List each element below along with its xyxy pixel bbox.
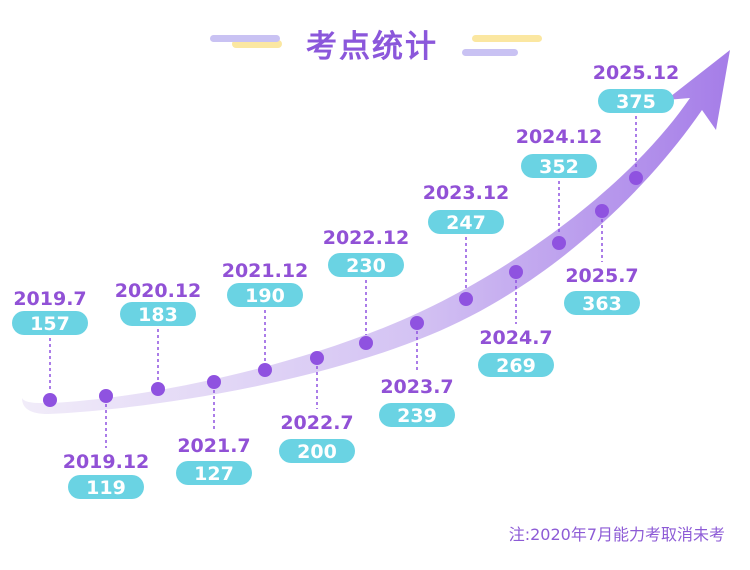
value-label: 239 xyxy=(397,405,437,427)
value-label: 352 xyxy=(539,156,579,178)
value-label: 375 xyxy=(616,91,656,113)
date-label: 2023.7 xyxy=(380,376,453,398)
value-label: 363 xyxy=(582,293,622,315)
value-badge xyxy=(328,253,404,277)
growth-curve xyxy=(22,50,730,414)
chart-title: 考点统计 xyxy=(306,29,438,65)
value-badge xyxy=(478,353,554,377)
data-point xyxy=(359,336,373,350)
data-point xyxy=(629,171,643,185)
date-label: 2019.7 xyxy=(13,288,86,310)
chart-note: 注:2020年7月能力考取消未考 xyxy=(509,525,725,544)
date-label: 2025.12 xyxy=(593,62,680,84)
value-badge xyxy=(227,283,303,307)
date-label: 2022.7 xyxy=(280,412,353,434)
value-label: 183 xyxy=(138,304,178,326)
value-label: 119 xyxy=(86,477,126,499)
date-label: 2020.12 xyxy=(115,280,202,302)
data-point xyxy=(258,363,272,377)
data-point xyxy=(509,265,523,279)
date-label: 2025.7 xyxy=(565,265,638,287)
value-badge xyxy=(521,154,597,178)
value-label: 157 xyxy=(30,313,70,335)
value-badge xyxy=(564,291,640,315)
data-point xyxy=(207,375,221,389)
value-badge xyxy=(428,210,504,234)
value-badge xyxy=(176,461,252,485)
value-label: 247 xyxy=(446,212,486,234)
value-label: 190 xyxy=(245,285,285,307)
value-badge xyxy=(68,475,144,499)
data-point xyxy=(459,292,473,306)
date-label: 2023.12 xyxy=(423,182,510,204)
date-label: 2024.12 xyxy=(516,126,603,148)
value-badge xyxy=(120,302,196,326)
data-point xyxy=(410,316,424,330)
data-point xyxy=(151,382,165,396)
value-badge xyxy=(279,439,355,463)
value-label: 200 xyxy=(297,441,337,463)
value-badge xyxy=(12,311,88,335)
date-label: 2022.12 xyxy=(323,227,410,249)
data-point xyxy=(552,236,566,250)
value-label: 127 xyxy=(194,463,234,485)
date-label: 2019.12 xyxy=(63,451,150,473)
data-point xyxy=(310,351,324,365)
title-decoration-right xyxy=(462,35,542,56)
value-label: 269 xyxy=(496,355,536,377)
data-point xyxy=(99,389,113,403)
data-point xyxy=(43,393,57,407)
date-label: 2021.7 xyxy=(177,435,250,457)
data-point xyxy=(595,204,609,218)
date-label: 2024.7 xyxy=(479,327,552,349)
value-badge xyxy=(598,89,674,113)
value-label: 230 xyxy=(346,255,386,277)
title-decoration-left xyxy=(210,35,282,48)
date-label: 2021.12 xyxy=(222,260,309,282)
value-badge xyxy=(379,403,455,427)
